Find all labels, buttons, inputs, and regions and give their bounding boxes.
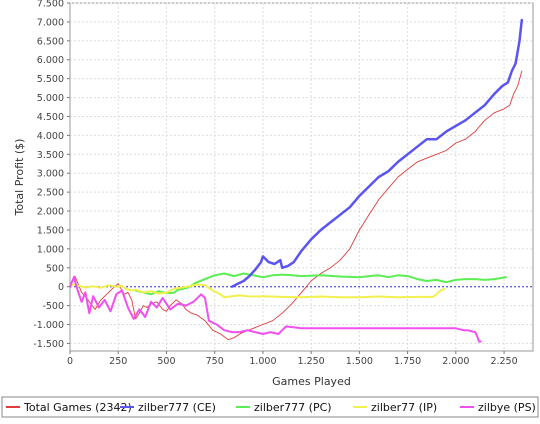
series-line-4 [69, 276, 482, 343]
legend-label-1: zilber777 (CE) [138, 401, 216, 414]
y-tick-label: 5.500 [37, 74, 64, 85]
x-axis-title: Games Played [272, 375, 351, 388]
legend: Total Games (2342) zilber777 (CE) zilber77… [1, 396, 539, 418]
axes: -1.500 -1.000 -500 0 500 1.000 1.500 2.000 2.500… [33, 0, 517, 367]
y-tick-label: 3.500 [37, 150, 64, 161]
x-tick-label: 250 [109, 356, 127, 367]
x-tick-label: 750 [206, 356, 224, 367]
y-tick-label: 4.500 [37, 112, 64, 123]
y-tick-label: 4.000 [37, 131, 64, 142]
y-tick-label: 7.500 [37, 0, 64, 10]
y-tick-label: 2.000 [37, 207, 64, 218]
y-tick-label: 6.500 [37, 36, 64, 47]
legend-label-2: zilber777 (PC) [254, 401, 332, 414]
plot-area [69, 2, 534, 352]
x-tick-label: 1.250 [298, 356, 325, 367]
x-tick-label: 1.750 [394, 356, 421, 367]
x-tick-label: 2.250 [490, 356, 517, 367]
y-tick-label: 500 [46, 263, 64, 274]
y-tick-label: 3.000 [37, 169, 64, 180]
y-tick-label: 7.000 [37, 17, 64, 28]
x-tick-label: 1.500 [346, 356, 373, 367]
y-axis-title: Total Profit ($) [13, 139, 26, 217]
y-tick-label: -1.500 [33, 339, 64, 350]
series-line-2 [134, 272, 507, 296]
legend-label-4: zilbye (PS) [478, 401, 536, 414]
x-tick-label: 500 [157, 356, 175, 367]
y-tick-label: -1.000 [33, 320, 64, 331]
y-tick-label: 5.000 [37, 93, 64, 104]
y-tick-label: 6.000 [37, 55, 64, 66]
y-tick-label: -500 [42, 301, 64, 312]
series-line-0 [69, 70, 523, 341]
legend-label-3: zilber77 (IP) [371, 401, 437, 414]
x-tick-label: 1.000 [249, 356, 276, 367]
y-tick-label: 1.500 [37, 225, 64, 236]
legend-label-0: Total Games (2342) [23, 401, 132, 414]
legend-box [1, 396, 539, 418]
y-tick-label: 0 [58, 282, 64, 293]
series-line-3 [69, 283, 446, 299]
series-line-1 [230, 18, 524, 288]
y-tick-label: 1.000 [37, 244, 64, 255]
x-tick-label: 0 [67, 356, 73, 367]
x-tick-label: 2.000 [442, 356, 469, 367]
y-tick-label: 2.500 [37, 188, 64, 199]
